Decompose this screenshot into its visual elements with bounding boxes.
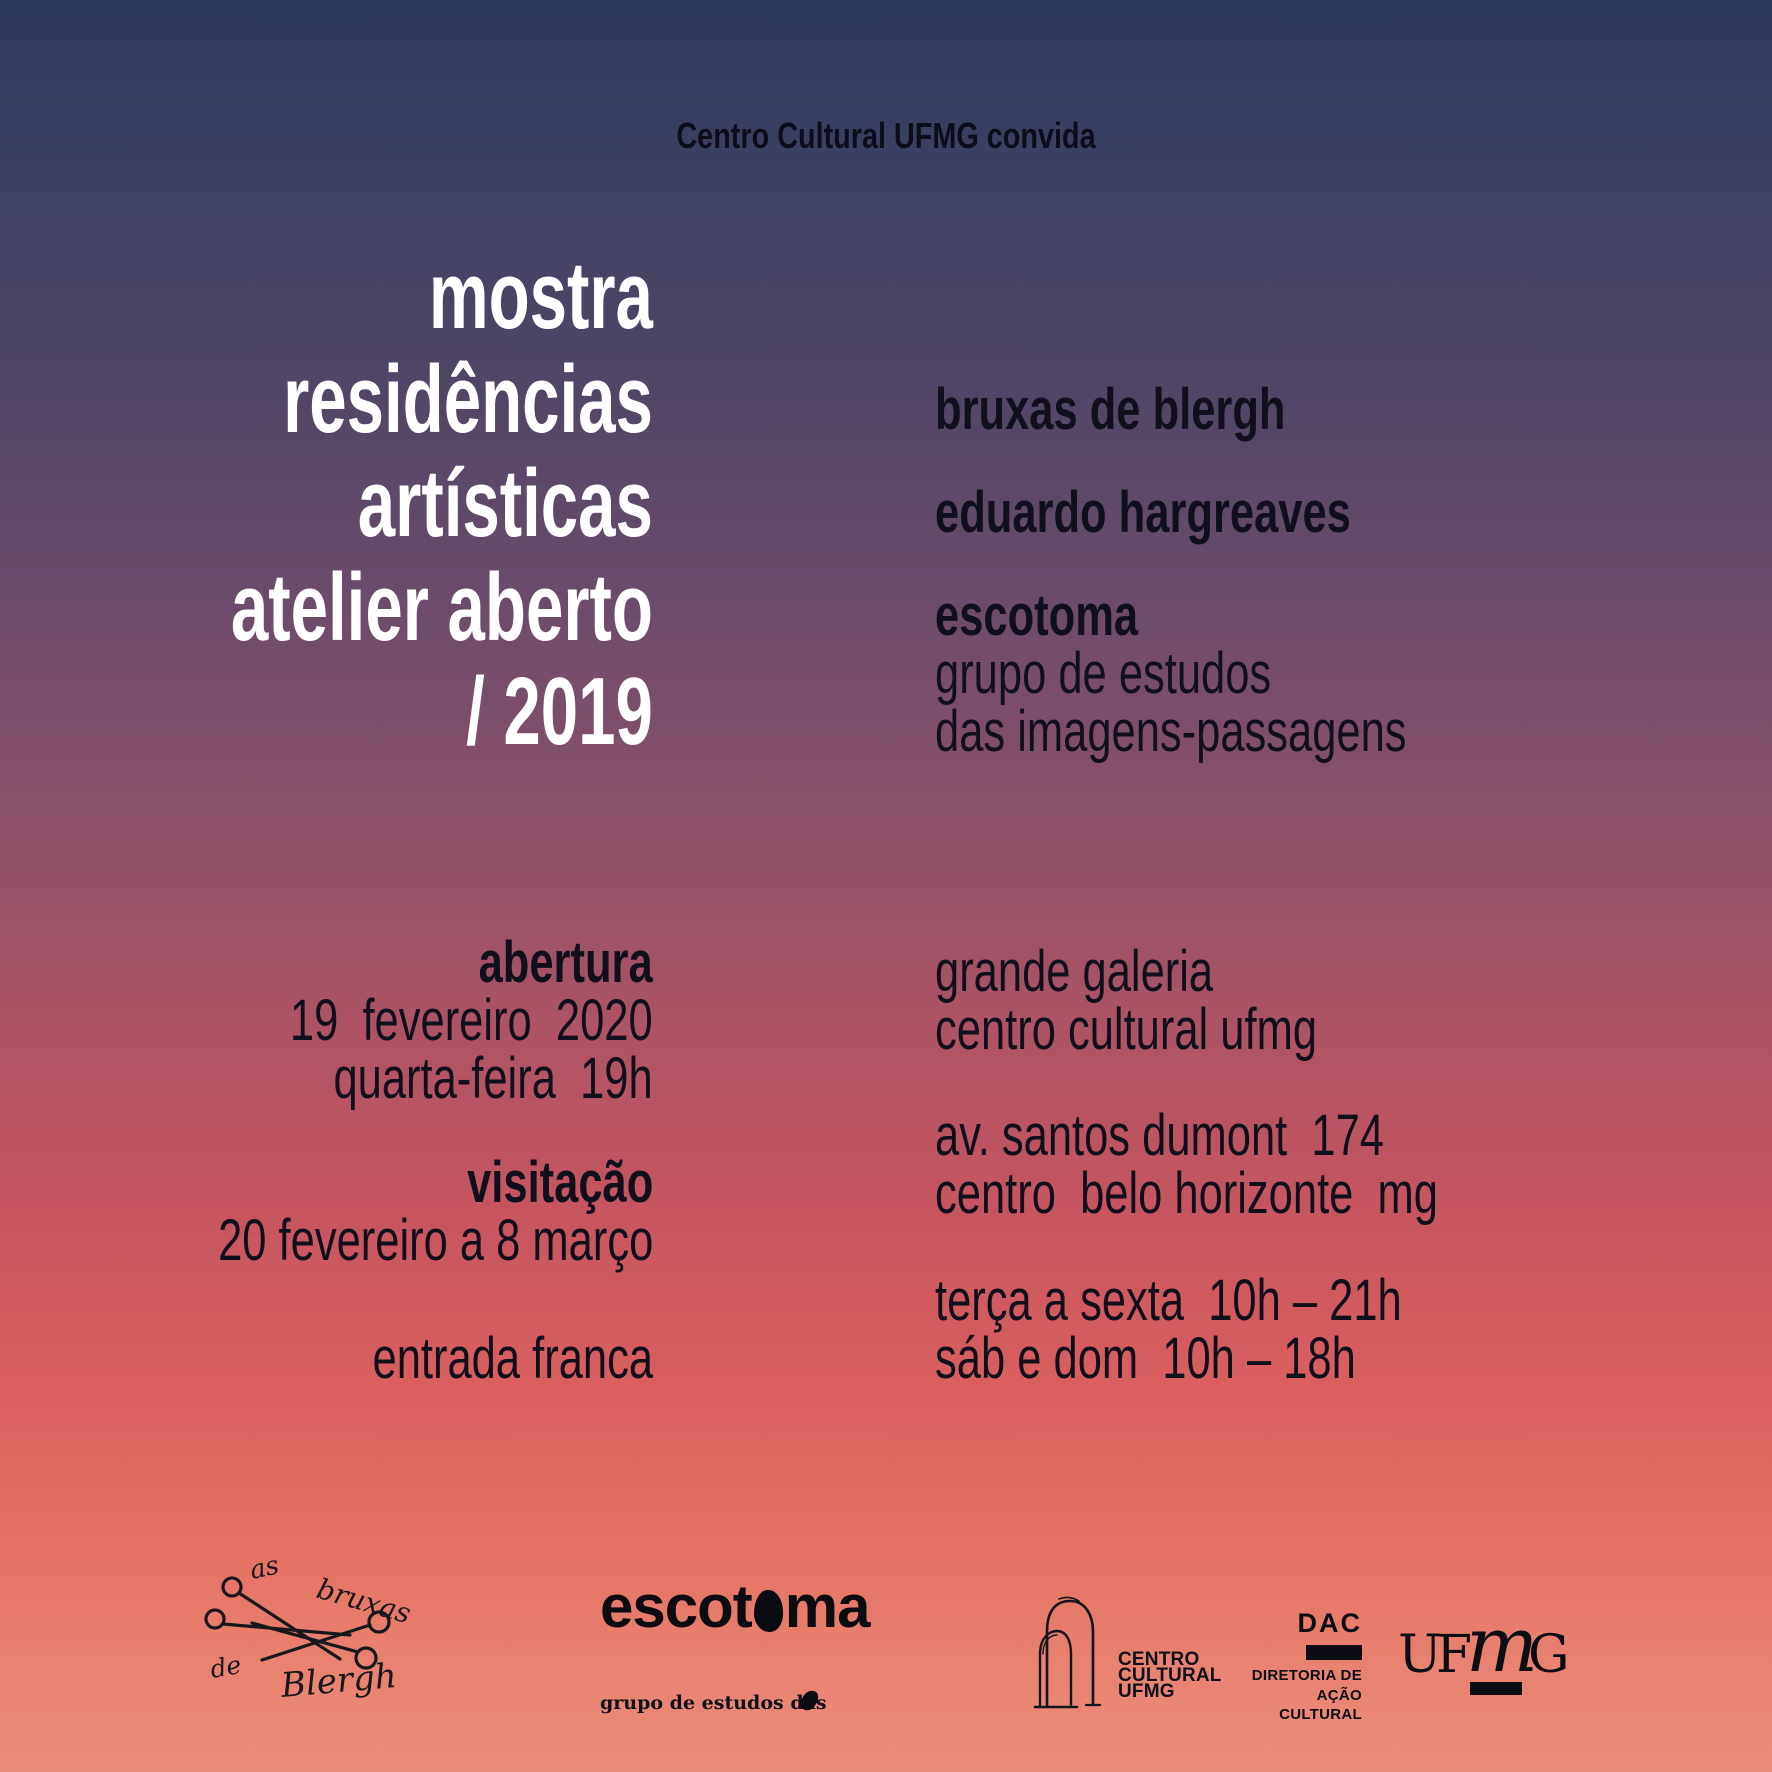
opening-label: abertura (478, 930, 653, 995)
participant-escotoma-subtitle-2: das imagens-passagens (935, 699, 1407, 764)
ufmg-letter-g: G (1528, 1625, 1570, 1685)
hours-weekend: sáb e dom 10h – 18h (935, 1326, 1356, 1391)
cc-label-line-2: CULTURAL (1118, 1664, 1222, 1686)
escotoma-caption-line-1: grupo de estudos das (600, 1692, 827, 1714)
venue-name: grande galeria centro cultural ufmg (935, 943, 1317, 1059)
venue-address: av. santos dumont 174 centro belo horizo… (935, 1107, 1438, 1223)
dac-line-2: AÇÃO CULTURAL (1279, 1686, 1362, 1724)
title-line-1: mostra (428, 242, 653, 349)
participant-escotoma: escotoma (935, 583, 1139, 648)
bruxas-word-blergh: Blergh (278, 1656, 398, 1706)
ufmg-letter-f: F (1436, 1625, 1473, 1685)
visiting-info: visitação 20 fevereiro a 8 março (218, 1154, 653, 1270)
bruxas-word-bruxas: bruxas (313, 1572, 415, 1630)
dac-acronym: DAC (1297, 1608, 1362, 1638)
cc-label-line-1: CENTRO (1118, 1649, 1200, 1670)
venue-center: centro cultural ufmg (935, 997, 1318, 1062)
hours-weekdays: terça a sexta 10h – 21h (935, 1268, 1402, 1333)
centro-cultural-ufmg-label: CENTRO CULTURAL UFMG (1118, 1649, 1222, 1702)
ufmg-letter-u: U (1398, 1625, 1442, 1685)
exhibition-title: mostra residências artísticas atelier ab… (231, 244, 653, 764)
admission-label: entrada franca (372, 1326, 653, 1391)
title-line-4: atelier aberto (230, 554, 653, 661)
visiting-label: visitação (466, 1150, 653, 1215)
dac-line-1: DIRETORIA DE (1251, 1667, 1362, 1684)
venue-gallery: grande galeria (935, 939, 1214, 1004)
participant-bruxas-de-blergh: bruxas de blergh (935, 377, 1286, 442)
visiting-dates: 20 fevereiro a 8 março (217, 1208, 653, 1273)
participant-eduardo-hargreaves: eduardo hargreaves (935, 480, 1351, 545)
admission-info: entrada franca (372, 1330, 653, 1388)
venue-city: centro belo horizonte mg (935, 1161, 1438, 1226)
title-line-2: residências (283, 346, 653, 453)
venue-street: av. santos dumont 174 (935, 1103, 1384, 1168)
escotoma-caption: grupo de estudos das imagens-passagens (600, 1636, 827, 1772)
escotoma-wordmark-pre: escot (600, 1573, 753, 1640)
bruxas-word-as: as (247, 1551, 281, 1586)
opening-date: 19 fevereiro 2020 (290, 988, 653, 1053)
ufmg-bar (1470, 1682, 1522, 1695)
escotoma-wordmark-post: ma (784, 1573, 871, 1640)
centro-cultural-arch-icon (1033, 1596, 1102, 1709)
opening-time: quarta-feira 19h (333, 1046, 653, 1111)
opening-info: abertura 19 fevereiro 2020 quarta-feira … (290, 934, 653, 1108)
escotoma-logo: escot ma (600, 1577, 870, 1637)
dac-logo: DAC DIRETORIA DE AÇÃO CULTURAL (1240, 1610, 1362, 1725)
cc-label-line-3: UFMG (1118, 1680, 1175, 1702)
escotoma-blob-icon (753, 1590, 783, 1632)
venue-hours: terça a sexta 10h – 21h sáb e dom 10h – … (935, 1272, 1402, 1388)
title-line-5: / 2019 (466, 658, 653, 765)
invite-line: Centro Cultural UFMG convida (676, 115, 1096, 156)
scissors-icon (204, 1576, 391, 1670)
title-line-3: artísticas (357, 450, 653, 557)
ufmg-letter-m: m (1466, 1600, 1539, 1689)
participants-list: bruxas de blergh eduardo hargreaves esco… (935, 381, 1407, 761)
bruxas-de-blergh-logo: as bruxas de Blergh (204, 1551, 415, 1706)
dac-bar (1306, 1645, 1362, 1660)
bruxas-word-de: de (208, 1650, 243, 1684)
participant-escotoma-subtitle-1: grupo de estudos (935, 641, 1272, 706)
